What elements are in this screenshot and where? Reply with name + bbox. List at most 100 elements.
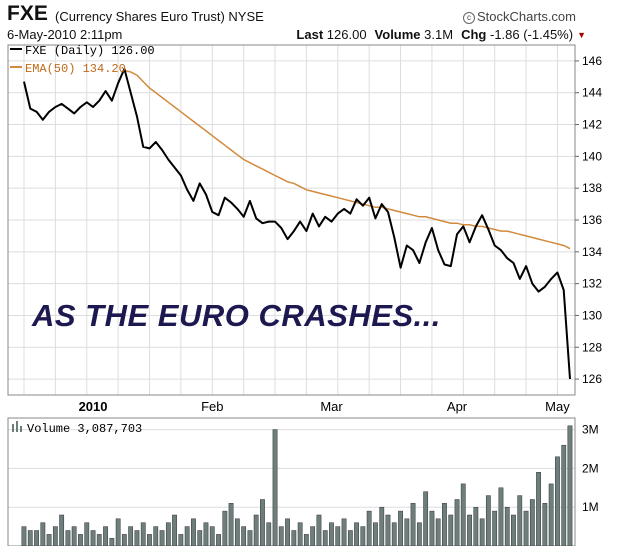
price-tick-label: 132 xyxy=(582,277,602,291)
price-legend-label: FXE (Daily) 126.00 xyxy=(25,44,155,58)
chg-label: Chg xyxy=(461,27,487,42)
volume-bar xyxy=(46,534,52,546)
volume-bar xyxy=(548,483,554,546)
price-tick-label: 126 xyxy=(582,372,602,386)
volume-tick-label: 2M xyxy=(582,461,599,475)
volume-bar xyxy=(523,510,529,546)
volume-bar xyxy=(473,506,479,546)
volume-bar xyxy=(410,503,416,546)
volume-bar xyxy=(115,518,121,546)
volume-bar xyxy=(467,514,472,546)
volume-bar xyxy=(310,526,316,546)
volume-bar xyxy=(272,429,278,546)
volume-bar xyxy=(71,526,77,546)
down-arrow-icon: ▼ xyxy=(577,30,586,40)
volume-bar xyxy=(341,518,347,546)
volume-tick-label: 1M xyxy=(582,500,599,514)
price-line xyxy=(23,67,571,380)
volume-bar xyxy=(561,444,567,546)
volume-bar xyxy=(184,526,190,546)
volume-bar xyxy=(172,514,177,546)
volume-bar xyxy=(140,522,146,546)
price-tick-label: 134 xyxy=(582,245,602,259)
ema-line xyxy=(124,69,571,250)
volume-bar xyxy=(278,526,284,546)
price-grid xyxy=(8,45,575,395)
volume-bar xyxy=(354,522,359,546)
ema-legend-swatch xyxy=(10,66,22,68)
quote-date-time: 6-May-2010 2:11pm xyxy=(7,27,123,42)
volume-bar xyxy=(511,514,516,546)
x-tick-label: May xyxy=(545,399,570,414)
exchange-name: NYSE xyxy=(228,9,264,24)
volume-bar xyxy=(222,510,228,546)
volume-bar xyxy=(366,510,372,546)
volume-bar xyxy=(479,518,485,546)
volume-bar xyxy=(373,522,378,546)
volume-bar xyxy=(379,506,385,546)
volume-grid xyxy=(8,429,575,508)
price-tick-label: 136 xyxy=(582,213,602,227)
volume-bar xyxy=(21,526,27,546)
volume-bar xyxy=(285,518,290,546)
volume-bar xyxy=(297,522,303,546)
annotation-text: AS THE EURO CRASHES... xyxy=(32,298,441,333)
volume-bar xyxy=(385,514,391,546)
volume-bar xyxy=(555,456,560,546)
volume-bar xyxy=(454,499,460,546)
volume-bar xyxy=(542,503,548,546)
price-tick-label: 138 xyxy=(582,181,602,195)
volume-bar xyxy=(78,534,83,546)
volume-bar xyxy=(109,537,115,546)
volume-bar xyxy=(52,526,58,546)
volume-bar xyxy=(153,526,159,546)
volume-bar xyxy=(253,514,259,546)
volume-legend-swatch-2 xyxy=(16,421,18,432)
price-tick-label: 146 xyxy=(582,54,602,68)
volume-bar xyxy=(34,530,39,546)
volume-bar xyxy=(134,530,140,546)
volume-bar xyxy=(159,530,165,546)
volume-bar xyxy=(234,518,240,546)
volume-bar xyxy=(416,522,422,546)
volume-legend-swatch xyxy=(12,424,14,432)
last-value: 126.00 xyxy=(326,27,367,42)
volume-bar xyxy=(260,499,265,546)
brand-credit: c StockCharts.com xyxy=(463,9,576,24)
volume-legend-swatch-3 xyxy=(20,426,22,432)
x-tick-label: Apr xyxy=(447,399,468,414)
volume-bar xyxy=(316,514,322,546)
volume-bar xyxy=(197,530,203,546)
volume-bar xyxy=(567,425,573,546)
volume-bars xyxy=(21,425,573,546)
price-axis: 126 128 130 132 134 136 138 140 142 144 146 xyxy=(575,54,602,386)
quote-summary: Last 126.00 Volume 3.1M Chg -1.86 (-1.45%)… xyxy=(296,27,586,42)
price-tick-label: 140 xyxy=(582,149,602,163)
volume-bar xyxy=(460,483,466,546)
security-full-name: (Currency Shares Euro Trust) xyxy=(55,9,225,24)
price-tick-label: 130 xyxy=(582,308,602,322)
volume-bar xyxy=(303,534,309,546)
volume-bar xyxy=(391,522,397,546)
brand-name: StockCharts.com xyxy=(477,9,576,24)
last-label: Last xyxy=(296,27,324,42)
volume-bar xyxy=(178,534,184,546)
volume-legend: Volume 3,087,703 xyxy=(12,421,142,436)
volume-bar xyxy=(203,522,209,546)
volume-bar xyxy=(360,526,366,546)
volume-bar xyxy=(498,487,504,546)
volume-bar xyxy=(247,530,253,546)
chg-value: -1.86 (-1.45%) xyxy=(489,27,574,42)
volume-bar xyxy=(96,534,102,546)
volume-bar xyxy=(429,510,435,546)
volume-bar xyxy=(504,506,510,546)
volume-bar xyxy=(228,503,234,546)
volume-bar xyxy=(103,526,108,546)
volume-bar xyxy=(322,530,328,546)
volume-bar xyxy=(529,499,535,546)
volume-bar xyxy=(128,526,134,546)
volume-value: 3.1M xyxy=(424,27,454,42)
volume-bar xyxy=(291,530,297,546)
